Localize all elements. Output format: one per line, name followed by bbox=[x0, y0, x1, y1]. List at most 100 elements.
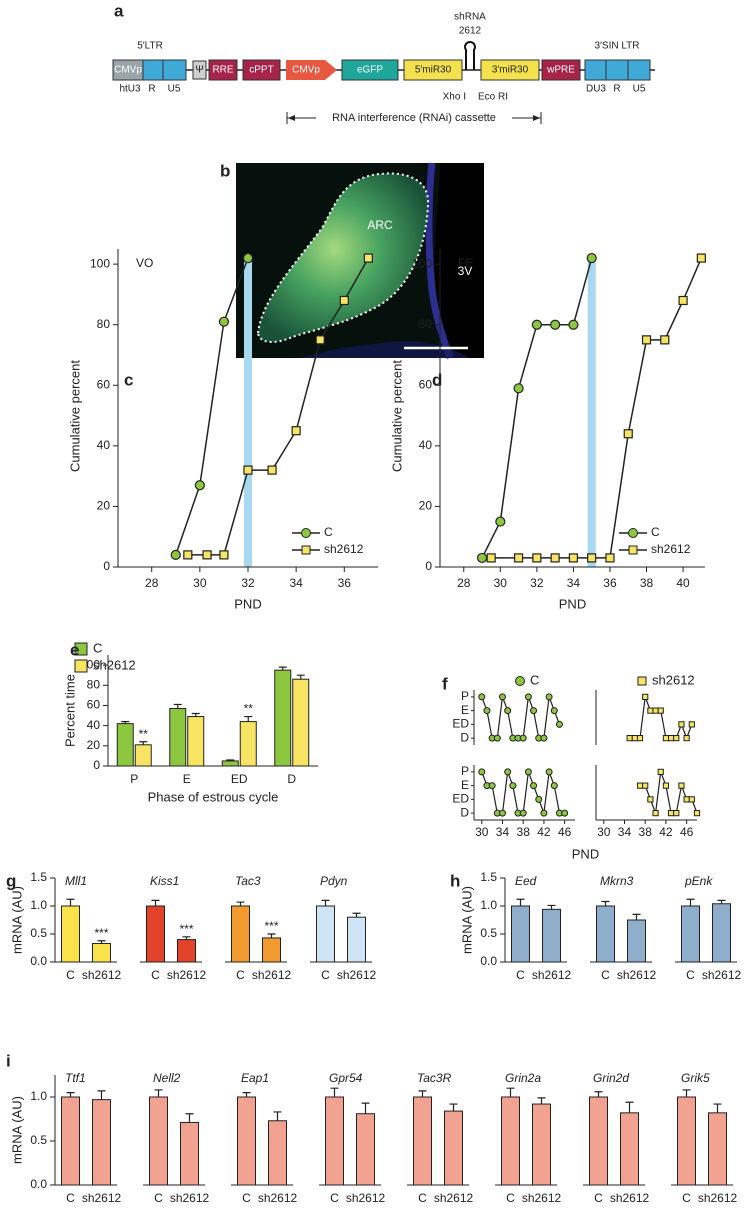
circle-marker bbox=[242, 252, 254, 264]
bar bbox=[627, 919, 646, 963]
legend-marker bbox=[628, 545, 638, 555]
significance: ** bbox=[139, 727, 149, 741]
y-tick-label: ED bbox=[452, 717, 469, 731]
square-marker bbox=[688, 796, 695, 803]
bar bbox=[316, 905, 335, 963]
square-marker bbox=[532, 553, 542, 563]
panel-letter: i bbox=[6, 1051, 11, 1070]
x-tick-label: 30 bbox=[475, 825, 489, 839]
legend-marker bbox=[515, 676, 525, 686]
error-bar bbox=[717, 899, 726, 904]
y-axis-label: Cumulative percent bbox=[67, 360, 82, 472]
error-bar bbox=[191, 712, 200, 717]
bar bbox=[268, 1120, 287, 1186]
y-tick-label: 1.5 bbox=[480, 870, 497, 884]
highlight-band bbox=[587, 259, 596, 567]
egfp-box bbox=[341, 59, 399, 81]
circle-marker bbox=[545, 693, 553, 701]
panel-letter: a bbox=[114, 1, 124, 20]
significance: ** bbox=[244, 702, 254, 716]
arrowhead bbox=[288, 115, 295, 121]
x-tick-label: D bbox=[287, 772, 296, 786]
error-bar bbox=[713, 1103, 722, 1113]
square-marker bbox=[662, 782, 670, 789]
gene-title: Grin2a bbox=[505, 1071, 541, 1085]
region-label: 3V bbox=[458, 264, 473, 278]
x-tick-label: sh2612 bbox=[617, 968, 657, 982]
square-marker bbox=[219, 550, 229, 560]
y-tick-label: D bbox=[460, 805, 469, 819]
arc-outline bbox=[256, 172, 430, 343]
ltr-box bbox=[142, 59, 187, 81]
segment-label: DU3 bbox=[586, 84, 606, 95]
y-tick-label: 0 bbox=[93, 758, 100, 772]
error-bar bbox=[418, 1090, 427, 1097]
x-tick-label: C bbox=[151, 968, 160, 982]
circle-marker bbox=[478, 693, 486, 701]
legend-swatch bbox=[74, 659, 88, 673]
y-tick-label: E bbox=[461, 778, 469, 792]
bar bbox=[239, 721, 257, 767]
gene-title: Grin2d bbox=[593, 1071, 629, 1085]
x-axis-label: PND bbox=[572, 846, 599, 861]
error-bar bbox=[226, 759, 235, 761]
error-bar bbox=[321, 899, 330, 906]
ependyma bbox=[425, 162, 454, 360]
gene-title: Grik5 bbox=[681, 1071, 710, 1085]
mir3-box bbox=[480, 59, 540, 81]
series-line bbox=[175, 257, 249, 556]
circle-marker bbox=[545, 768, 553, 776]
error-bar bbox=[278, 666, 287, 671]
bar bbox=[511, 905, 530, 963]
y-tick-label: 20 bbox=[419, 499, 433, 513]
arrowhead bbox=[533, 115, 540, 121]
square-marker bbox=[678, 782, 685, 789]
x-tick-label: sh2612 bbox=[698, 1191, 738, 1205]
panel-letter: h bbox=[450, 871, 460, 890]
x-tick-label: sh2612 bbox=[337, 968, 377, 982]
x-tick-label: 36 bbox=[338, 576, 352, 590]
box-label: cPPT bbox=[249, 65, 273, 76]
bar bbox=[589, 1096, 608, 1186]
box-label: CMVp bbox=[114, 65, 142, 76]
shrna-label: shRNA bbox=[454, 12, 486, 23]
y-axis-label: Percent time bbox=[62, 674, 77, 747]
segment-label: U5 bbox=[168, 84, 181, 95]
label-bg bbox=[316, 110, 512, 126]
circle-marker bbox=[498, 693, 506, 701]
psi-box bbox=[192, 60, 207, 80]
x-tick-label: 28 bbox=[145, 576, 159, 590]
x-tick-label: C bbox=[418, 1191, 427, 1205]
y-tick-label: 0.0 bbox=[30, 954, 47, 968]
square-marker bbox=[668, 810, 675, 817]
gene-title: Mkrn3 bbox=[600, 874, 634, 888]
mir5-box bbox=[403, 59, 463, 81]
x-tick-label: sh2612 bbox=[610, 1191, 650, 1205]
box-label: Ψ bbox=[195, 65, 203, 76]
square-marker bbox=[636, 782, 644, 789]
region-label: ARC bbox=[367, 218, 393, 232]
x-tick-label: C bbox=[242, 1191, 251, 1205]
y-tick-label: 60 bbox=[97, 377, 111, 391]
error-bar bbox=[185, 1113, 194, 1123]
y-tick-label: 60 bbox=[87, 698, 101, 712]
error-bar bbox=[244, 715, 253, 722]
bar bbox=[92, 943, 111, 963]
square-marker bbox=[202, 550, 212, 560]
x-tick-label: C bbox=[66, 1191, 75, 1205]
site-label: Xho I bbox=[443, 92, 466, 103]
square-marker bbox=[626, 735, 633, 742]
square-marker bbox=[339, 295, 349, 306]
site-label: Eco RI bbox=[478, 92, 508, 103]
bar bbox=[262, 937, 281, 963]
circle-marker bbox=[476, 552, 488, 564]
circle-marker bbox=[555, 720, 563, 728]
y-tick-label: 1.0 bbox=[480, 898, 497, 912]
error-bar bbox=[516, 898, 525, 906]
x-tick-label: sh2612 bbox=[82, 1191, 122, 1205]
square-marker bbox=[673, 810, 680, 817]
x-tick-label: sh2612 bbox=[258, 1191, 298, 1205]
y-tick-label: 40 bbox=[87, 718, 101, 732]
square-marker bbox=[683, 796, 690, 803]
bar bbox=[180, 1122, 199, 1186]
